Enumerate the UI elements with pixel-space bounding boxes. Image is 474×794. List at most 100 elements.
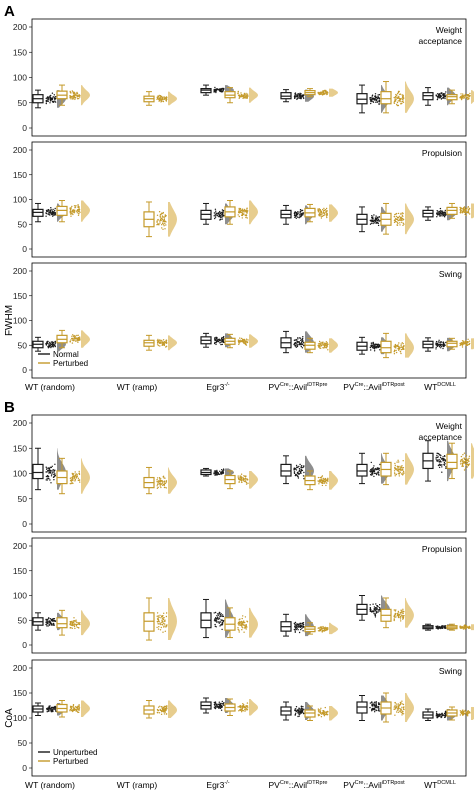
data-point-pa3 <box>163 342 165 345</box>
data-point-pa2 <box>459 212 462 214</box>
data-point-pa3 <box>295 346 297 348</box>
data-point-pb2 <box>69 621 72 624</box>
panel-b-label: B <box>4 399 15 416</box>
data-point-pa3 <box>376 346 378 348</box>
violin-pa2 <box>329 204 338 222</box>
data-point-pb1 <box>462 454 464 456</box>
data-point-pa3 <box>69 340 71 343</box>
data-point-pb2 <box>374 610 377 612</box>
data-point-pa3 <box>165 340 168 342</box>
data-point-pa2 <box>245 215 248 217</box>
data-point-pa1 <box>445 91 447 93</box>
data-point-pb3 <box>441 714 443 716</box>
data-point-pb3 <box>161 706 163 708</box>
data-point-pa1 <box>79 96 81 98</box>
data-point-pb2 <box>163 625 165 627</box>
data-point-pb1 <box>53 473 55 476</box>
data-point-pa1 <box>319 91 321 94</box>
data-point-pb3 <box>396 705 398 707</box>
data-point-pb1 <box>318 483 320 485</box>
data-point-pa2 <box>221 211 223 214</box>
data-point-pb2 <box>216 615 218 617</box>
data-point-pb1 <box>294 474 297 477</box>
data-point-pb2 <box>158 623 160 625</box>
data-point-pb3 <box>397 711 400 713</box>
data-point-pa1 <box>237 92 239 95</box>
data-point-pa2 <box>321 215 324 217</box>
data-point-pa2 <box>467 210 469 212</box>
data-point-pa1 <box>467 97 469 99</box>
data-point-pb3 <box>371 705 373 707</box>
data-point-pb1 <box>293 467 295 469</box>
data-point-pb1 <box>398 465 400 468</box>
data-point-pb2 <box>393 615 395 618</box>
subplot-title-pb1: Weight <box>436 421 463 431</box>
data-point-pb3 <box>159 709 161 711</box>
data-point-pb1 <box>465 458 468 460</box>
data-point-pa2 <box>441 215 443 217</box>
data-point-pa3 <box>318 340 321 343</box>
violin-pa3 <box>471 338 474 350</box>
data-point-pa1 <box>164 97 166 99</box>
data-point-pb2 <box>294 631 296 633</box>
data-point-pb1 <box>53 479 55 481</box>
legend-label-pa3: Normal <box>53 350 79 359</box>
data-point-pa2 <box>78 212 80 215</box>
data-point-pa2 <box>441 211 444 214</box>
data-point-pa1 <box>50 99 52 101</box>
data-point-pb2 <box>165 626 167 628</box>
data-point-pb2 <box>221 619 223 622</box>
data-point-pa3 <box>245 340 247 342</box>
data-point-pb1 <box>213 470 216 472</box>
data-point-pb1 <box>443 459 445 462</box>
data-point-pa1 <box>53 96 55 98</box>
data-point-pb2 <box>325 627 328 629</box>
data-point-pb2 <box>243 620 245 622</box>
data-point-pa3 <box>376 343 378 346</box>
data-point-pa3 <box>45 344 47 346</box>
data-point-pb2 <box>400 609 402 611</box>
data-point-pb1 <box>220 472 222 475</box>
data-point-pb3 <box>217 705 219 708</box>
data-point-pb1 <box>300 468 302 471</box>
data-point-pb2 <box>296 623 298 625</box>
data-point-pa3 <box>377 346 380 349</box>
data-point-pa3 <box>213 342 216 345</box>
data-point-pb3 <box>372 702 374 704</box>
data-point-pb2 <box>213 612 215 614</box>
data-point-pb2 <box>369 604 371 606</box>
data-point-pb1 <box>240 479 243 482</box>
data-point-pb2 <box>240 621 242 623</box>
data-point-pa1 <box>442 94 444 97</box>
data-point-pb2 <box>444 626 446 628</box>
data-point-pa2 <box>77 214 80 216</box>
data-point-pb1 <box>370 461 372 464</box>
y-tick-label-pa3: 100 <box>13 316 27 326</box>
data-point-pa1 <box>397 96 400 99</box>
data-point-pa2 <box>162 223 165 225</box>
data-point-pb1 <box>71 472 74 475</box>
data-point-pb2 <box>400 614 403 616</box>
data-point-pb3 <box>319 709 322 711</box>
data-point-pa3 <box>372 341 374 344</box>
data-point-pa2 <box>213 215 215 217</box>
data-point-pa2 <box>51 210 54 212</box>
data-point-pa1 <box>238 96 241 98</box>
data-point-pb1 <box>50 482 52 484</box>
data-point-pb1 <box>69 483 72 485</box>
data-point-pa1 <box>325 90 327 92</box>
data-point-pa2 <box>469 213 471 215</box>
data-point-pb3 <box>398 704 400 707</box>
data-point-pa1 <box>403 97 405 99</box>
data-point-pb3 <box>461 709 464 711</box>
data-point-pa3 <box>156 341 159 344</box>
data-point-pb1 <box>217 473 219 476</box>
data-point-pb2 <box>374 613 376 616</box>
data-point-pb2 <box>71 620 73 623</box>
data-point-pa2 <box>443 211 445 214</box>
data-point-pb2 <box>437 628 439 630</box>
data-point-pa2 <box>323 214 326 216</box>
data-point-pb1 <box>160 483 162 486</box>
data-point-pa2 <box>459 209 462 211</box>
